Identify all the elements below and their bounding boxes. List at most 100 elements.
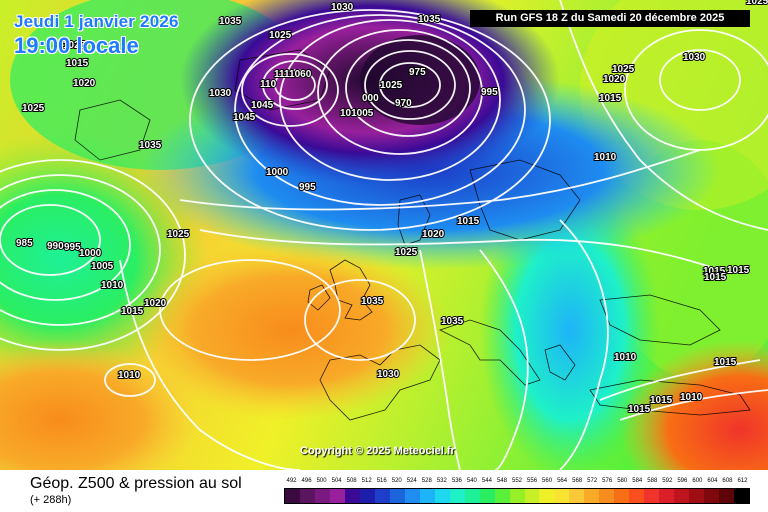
legend-value: 552 [511,478,523,484]
legend-swatch [299,489,315,503]
legend-swatch [719,489,735,503]
isobar-label: 995 [481,87,498,98]
legend-value: 512 [361,478,372,484]
isobar-label: 1025 [612,64,635,75]
isobar-label: 995 [64,242,81,253]
legend-swatch [524,489,540,503]
isobar-label: 1025 [167,229,190,240]
isobar-label: 1000 [266,167,289,178]
isobar-label: 985 [16,238,33,249]
legend-swatch [509,489,525,503]
legend-value: 588 [647,478,658,484]
legend-swatch [374,489,390,503]
legend-swatch [434,489,450,503]
isobar-label: 1025 [380,80,403,91]
isobar-label: 1020 [603,74,626,85]
isobar-label: 1015 [714,357,737,368]
legend-value: 572 [587,478,598,484]
legend-value: 536 [451,478,462,484]
legend-value: 576 [602,478,613,484]
copyright-notice: Copyright © 2025 Meteociel.fr [300,445,455,457]
legend-value: 580 [617,478,628,484]
legend-value: 556 [527,478,538,484]
legend-color-bar [284,488,750,504]
chart-title: Géop. Z500 & pression au sol [30,475,242,492]
isobar-label: 1025 [22,103,45,114]
legend-swatch [674,489,690,503]
legend-swatch [329,489,345,503]
legend-value: 564 [557,478,568,484]
legend-value: 568 [572,478,583,484]
isobar-label: 1035 [418,14,441,25]
isobar-label: 1025 [269,30,292,41]
isobar-label: 101005 [340,108,374,119]
isobar-label: 1030 [377,369,400,380]
forecast-time: 19:00 locale [14,33,139,58]
isobar-label: 1005 [91,261,114,272]
isobar-label: 1030 [209,88,232,99]
legend-value: 544 [481,478,492,484]
isobar-label: 1015 [121,306,144,317]
weather-map: 1035 1025 1025 1015 1020 1025 1030 1035 … [0,0,768,470]
isobar-label: 1030 [331,2,354,13]
legend-swatch [584,489,600,503]
isobar-label: 1030 [683,52,706,63]
legend-value: 600 [692,478,703,484]
isobar-label: 975 [409,67,426,78]
legend-swatch [479,489,495,503]
isobar-label: 1035 [219,16,242,27]
legend-swatch [539,489,555,503]
isobar-label: 1010 [118,370,141,381]
legend-value: 500 [316,478,327,484]
legend-value: 596 [677,478,688,484]
legend-value: 548 [496,478,507,484]
isobar-label: 1035 [441,316,464,327]
isobar-label: 990 [47,241,64,252]
legend-swatch [314,489,330,503]
legend-swatch [464,489,480,503]
isobar-label: 1010 [594,152,617,163]
legend-swatch [359,489,375,503]
isobar-label: 1035 [361,296,384,307]
isobar-label: 1015 [650,395,673,406]
isobar-label: 1015 [703,266,726,277]
isobar-label: 1015 [704,272,727,283]
isobar-label: 1035 [139,140,162,151]
isobar-label: 1015 [599,93,622,104]
legend-swatch [599,489,615,503]
legend-value: 532 [436,478,447,484]
legend-swatch [704,489,720,503]
legend-value: 520 [391,478,402,484]
legend-value: 508 [346,478,357,484]
legend-swatch [614,489,630,503]
legend-value: 524 [406,478,417,484]
legend-swatch [629,489,645,503]
isobar-label: 1020 [73,78,96,89]
isobar-label: 110 [260,79,277,90]
model-run-banner: Run GFS 18 Z du Samedi 20 décembre 2025 [470,10,750,27]
isobar-label: 1015 [66,58,89,69]
legend-swatch [419,489,435,503]
legend-value: 608 [722,478,733,484]
legend-value: 612 [737,478,748,484]
legend-swatch [449,489,465,503]
legend-value: 560 [542,478,553,484]
isobar-label: 1025 [63,40,86,51]
legend-swatch [404,489,420,503]
isobar-label: 1000 [79,248,102,259]
legend-swatch [689,489,705,503]
legend-value: 516 [376,478,387,484]
isobar-label: 1045 [251,100,274,111]
legend-value: 492 [286,478,297,484]
color-scale-legend: 492 496 500 504 508 512 516 520 524 528 532 536 540 5… [284,478,750,504]
isobar-label: 1020 [144,298,167,309]
isobar-label: 1010 [680,392,703,403]
isobar-label: 995 [299,182,316,193]
isobar-label: 1045 [233,112,256,123]
legend-value: 604 [707,478,718,484]
legend-value: 528 [421,478,432,484]
isobar-label: 1015 [727,265,750,276]
legend-value: 504 [331,478,342,484]
legend-swatch [344,489,360,503]
isobar-label: 970 [395,98,412,109]
